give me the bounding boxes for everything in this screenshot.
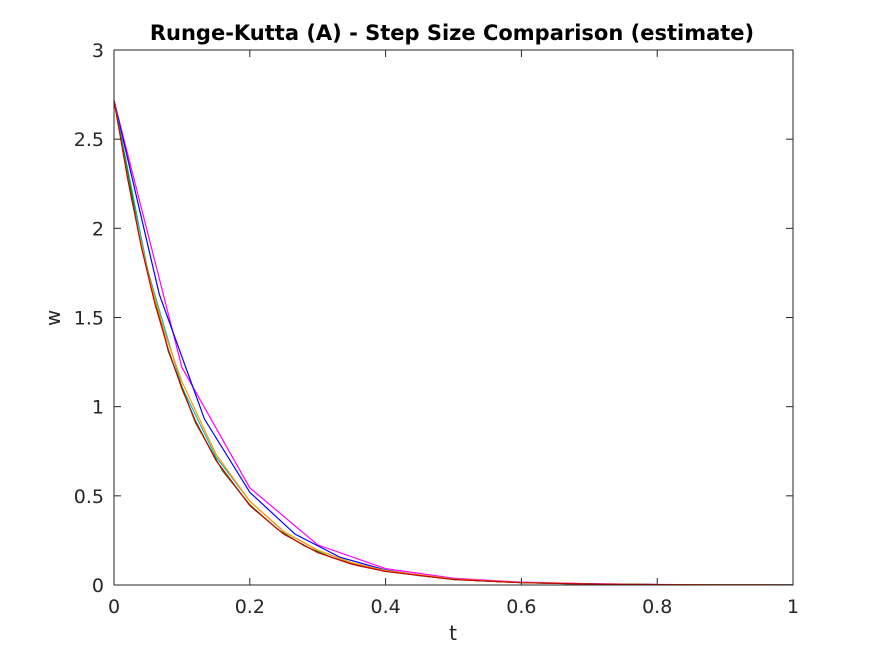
- x-tick-label-2: 0.4: [370, 596, 400, 618]
- plot-area: [113, 49, 794, 586]
- x-tick-label-1: 0.2: [235, 596, 265, 618]
- axis-frame: [113, 49, 794, 586]
- series-line-6: [113, 100, 794, 586]
- x-tick-label-4: 0.8: [642, 596, 672, 618]
- y-tick-label-1: 0.5: [74, 486, 104, 508]
- y-tick-label-5: 2.5: [74, 129, 104, 151]
- y-tick-label-2: 1: [92, 397, 104, 419]
- y-tick-label-3: 1.5: [74, 308, 104, 330]
- y-axis-label: w: [41, 310, 65, 326]
- y-tick-label-6: 3: [92, 40, 104, 62]
- chart-title: Runge-Kutta (A) - Step Size Comparison (…: [150, 21, 754, 45]
- x-tick-label-5: 1: [787, 596, 799, 618]
- x-axis-label: t: [449, 621, 457, 645]
- y-tick-label-0: 0: [92, 575, 104, 597]
- x-tick-label-3: 0.6: [506, 596, 536, 618]
- tick-layer: 0 0.2 0.4 0.6 0.8 1 0 0.5 1 1.5 2 2.5 3: [74, 40, 799, 618]
- x-tick-label-0: 0: [108, 596, 120, 618]
- y-tick-label-4: 2: [92, 218, 104, 240]
- series-layer: [113, 100, 794, 586]
